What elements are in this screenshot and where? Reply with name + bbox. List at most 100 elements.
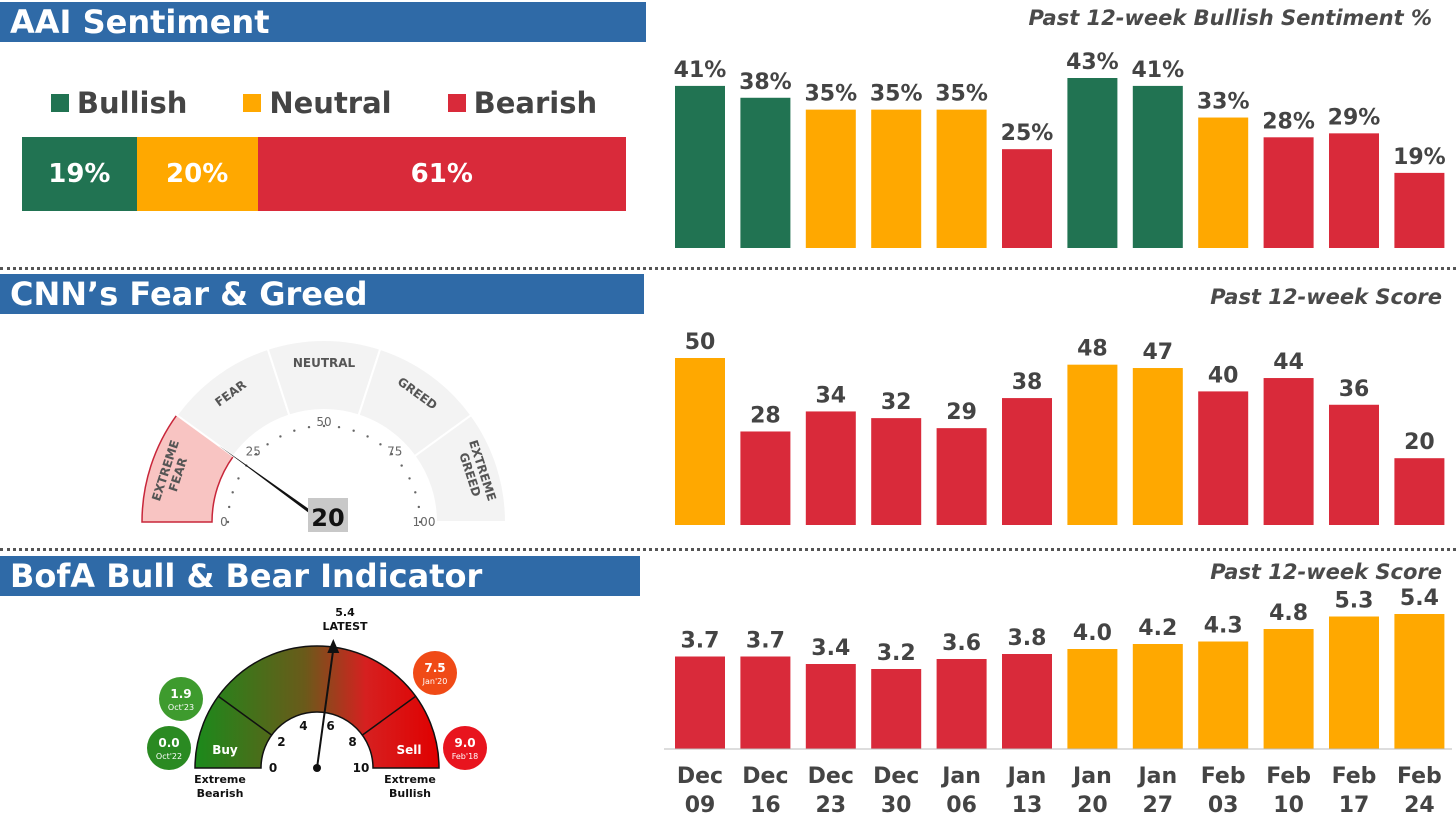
bofa-history-bubble	[443, 726, 487, 770]
bar	[805, 411, 856, 525]
stack-segment-neutral: 20%	[136, 137, 258, 211]
x-tick-label: Feb	[1266, 764, 1311, 789]
bar	[675, 85, 725, 248]
bofa-left-label: Bearish	[197, 787, 244, 800]
bofa-zone-divider	[217, 695, 273, 736]
gauge-tick-dot	[366, 435, 369, 438]
bar-value-label: 43%	[1066, 50, 1119, 75]
bar	[1198, 641, 1249, 749]
bar	[740, 97, 791, 248]
aai-legend: Bullish Neutral Bearish	[22, 86, 626, 120]
bar-value-label: 29%	[1328, 105, 1381, 130]
gauge-tick-dot	[417, 505, 421, 509]
bar	[871, 669, 922, 749]
bar-value-label: 41%	[1131, 58, 1184, 83]
bar	[1394, 614, 1445, 749]
bar	[1067, 364, 1118, 525]
legend-item-bullish: Bullish	[50, 86, 187, 120]
gauge-tick-dot	[390, 452, 394, 456]
x-tick-label: 24	[1404, 793, 1435, 818]
bofa-right-label: Extreme	[384, 773, 436, 786]
bofa-tick-label: 8	[348, 735, 356, 749]
bar-value-label: 50	[685, 330, 716, 355]
legend-label: Neutral	[269, 86, 392, 120]
bofa-history-bubble	[147, 726, 191, 770]
aai-title: AAI Sentiment	[0, 2, 646, 42]
bofa-sell-label: Sell	[396, 743, 421, 757]
gauge-value-box	[308, 498, 348, 532]
bofa-needle	[316, 648, 335, 769]
gauge-tick-dot	[400, 464, 403, 467]
x-tick-label: 30	[881, 793, 912, 818]
bar-value-label: 4.8	[1269, 601, 1308, 626]
bar-value-label: 35%	[870, 82, 923, 107]
bar	[871, 109, 922, 249]
x-tick-label: 17	[1339, 793, 1370, 818]
gauge-tick-dot	[322, 424, 326, 428]
bar-value-label: 3.6	[942, 631, 981, 656]
bar-value-label: 48	[1077, 337, 1108, 362]
bar	[1198, 117, 1249, 248]
bar	[805, 664, 856, 749]
bofa-right-label: Bullish	[389, 787, 431, 800]
x-tick-label: Dec	[677, 764, 723, 789]
gauge-tick-dot	[418, 520, 422, 524]
bar	[1067, 78, 1118, 248]
bar-value-label: 28%	[1262, 109, 1315, 134]
bofa-left-label: Extreme	[194, 773, 246, 786]
bar	[1263, 137, 1314, 248]
gauge-tick-label: 75	[387, 444, 402, 458]
bar-value-label: 19%	[1393, 145, 1446, 170]
bofa-bubble-value: 0.0	[158, 736, 179, 750]
bar	[675, 358, 725, 525]
cnn-chart-subtitle: Past 12-week Score	[1210, 285, 1442, 309]
gauge-zone	[413, 413, 508, 523]
x-tick-label: 13	[1012, 793, 1043, 818]
gauge-tick-dot	[307, 425, 311, 429]
bar-value-label: 4.3	[1204, 614, 1243, 639]
bofa-tick-label: 4	[299, 719, 307, 733]
bar-value-label: 38%	[739, 70, 792, 95]
gauge-value: 20	[311, 504, 344, 532]
bar-value-label: 3.2	[877, 641, 916, 666]
legend-swatch	[50, 94, 69, 112]
x-tick-label: 27	[1142, 793, 1173, 818]
gauge-tick-label: 100	[413, 515, 436, 529]
bar-chart-2: 50 28 34 32 29 38 48 47 40 44 36 20	[675, 330, 1445, 525]
x-tick-label: Feb	[1397, 764, 1442, 789]
bofa-bubble-date: Oct'22	[156, 752, 182, 761]
bar-value-label: 4.2	[1138, 616, 1177, 641]
gauge-tick-dot	[227, 505, 231, 509]
bofa-zone-divider	[361, 695, 417, 736]
bar	[740, 656, 791, 749]
bofa-gauge-arc	[194, 645, 440, 769]
bar	[1329, 404, 1379, 525]
gauge-tick-dot	[293, 429, 296, 432]
x-tick-label: Jan	[1136, 764, 1177, 789]
bofa-needle-pivot	[313, 764, 321, 772]
gauge-zone-label: NEUTRAL	[293, 356, 356, 370]
gauge-tick-label: 0	[220, 515, 228, 529]
bar-value-label: 47	[1142, 340, 1173, 365]
x-tick-label: Jan	[940, 764, 981, 789]
x-tick-label: Jan	[1071, 764, 1112, 789]
bofa-title: BofA Bull & Bear Indicator	[0, 556, 640, 596]
x-tick-label: 09	[685, 793, 716, 818]
gauge-tick-dot	[254, 452, 258, 456]
bar-chart-1: 41% 38% 35% 35% 35% 25% 43% 41% 33% 28% 29% 19%	[674, 50, 1446, 249]
fear-greed-gauge: EXTREMEFEARFEARNEUTRALGREEDEXTREMEGREED0…	[141, 339, 508, 532]
bar	[1132, 85, 1183, 248]
bar-value-label: 29	[946, 400, 977, 425]
bar-value-label: 25%	[1001, 121, 1054, 146]
bar-value-label: 32	[881, 390, 912, 415]
bar	[1394, 458, 1445, 525]
bofa-needle-tip	[327, 639, 340, 654]
x-tick-label: 03	[1208, 793, 1239, 818]
cnn-title: CNN’s Fear & Greed	[0, 274, 644, 314]
gauge-tick-dot	[408, 477, 411, 480]
legend-swatch	[243, 94, 262, 112]
gauge-tick-dot	[231, 491, 234, 494]
bar	[1394, 172, 1445, 248]
bar-value-label: 44	[1273, 350, 1304, 375]
